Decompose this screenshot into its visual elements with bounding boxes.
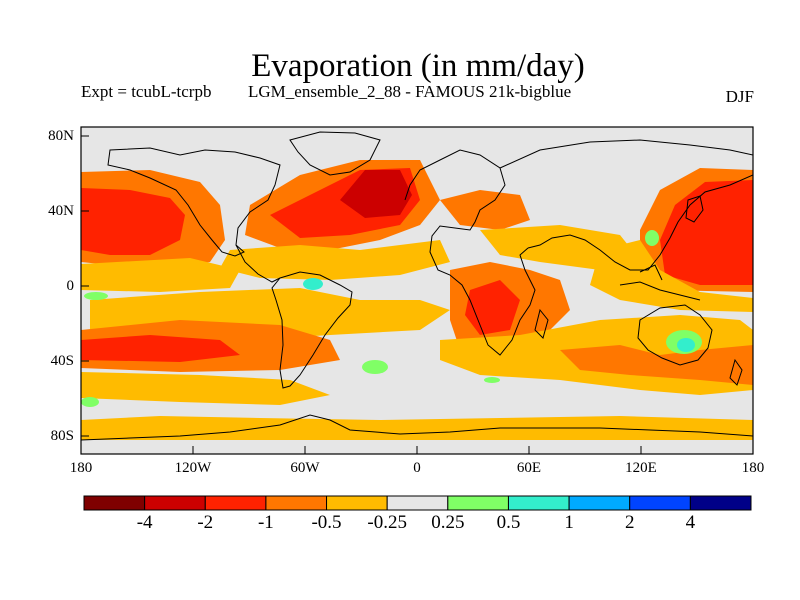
colorbar-label: 0.25 [431, 512, 465, 533]
coastline-madagascar [534, 308, 549, 339]
lat-label-80s: 80S [50, 428, 74, 444]
field-region-npac-west-red [660, 180, 753, 285]
experiment-label: Expt = tcubL-tcrpb [81, 82, 212, 101]
coastline-south-america [271, 271, 353, 389]
lon-label-180e: 180 [741, 460, 765, 476]
lat-label-0: 0 [66, 278, 75, 294]
field-region-eqpac-green [84, 292, 108, 300]
lat-label-80n: 80N [48, 128, 74, 144]
colorbar-swatch [507, 495, 570, 511]
season-label: DJF [725, 87, 754, 106]
colorbar-swatch [386, 495, 449, 511]
coastline-greenland [289, 131, 381, 176]
lat-ticks [81, 135, 89, 437]
field-region-samer-cyan [303, 278, 323, 290]
colorbar-label: -2 [197, 512, 214, 533]
colorbar-swatch [689, 495, 752, 511]
field-region-natl-yellow [220, 240, 450, 280]
coastline-central-america [235, 244, 281, 283]
field-region-wpac-green [645, 230, 659, 246]
field-region-sarc-green [81, 397, 99, 407]
field-region-npac-east-red [81, 188, 185, 255]
colorbar-swatch [265, 495, 328, 511]
colorbar [83, 495, 752, 511]
coastline-antarctica [81, 414, 753, 441]
coastlines [81, 131, 753, 441]
field-region-spac-red [81, 335, 240, 362]
colorbar-swatch [204, 495, 267, 511]
colorbar-swatch [144, 495, 206, 511]
lon-label-120w: 120W [174, 460, 212, 476]
field-region-sio-orange [560, 345, 753, 385]
field-region-satl2-green [484, 377, 500, 383]
coastline-europe-africa [404, 149, 536, 356]
lon-label-60w: 60W [290, 460, 320, 476]
colorbar-swatch [83, 495, 146, 511]
colorbar-label: -4 [136, 512, 153, 533]
field-region-asia-yellow [480, 225, 640, 270]
colorbar-swatch [447, 495, 509, 511]
lon-label-0: 0 [413, 460, 421, 476]
field-region-australia-cyan [677, 338, 695, 352]
coastline-indonesia [619, 264, 701, 301]
field-region-spac-yellow [81, 372, 330, 405]
coastline-asia [499, 139, 753, 271]
colorbar-label: -1 [257, 512, 274, 533]
map-field [81, 127, 753, 454]
colorbar-label: 0.5 [496, 512, 521, 533]
coastline-australia [637, 304, 713, 366]
field-region-southern-ocean-yellow [81, 416, 753, 440]
lon-label-120e: 120E [625, 460, 657, 476]
colorbar-label: 4 [685, 512, 696, 533]
colorbar-label: -0.25 [367, 512, 407, 533]
lat-label-40n: 40N [48, 203, 74, 219]
colorbar-swatch [629, 495, 691, 511]
colorbar-swatch [568, 495, 631, 511]
field-region-npac-east-yellow [81, 258, 240, 292]
colorbar-label: 2 [624, 512, 635, 533]
coastline-new-zealand [729, 358, 743, 386]
ensemble-label: LGM_ensemble_2_88 - FAMOUS 21k-bigblue [248, 82, 572, 101]
colorbar-label: -0.5 [311, 512, 342, 533]
lon-label-60e: 60E [516, 460, 542, 476]
map-title: Evaporation (in mm/day) [251, 48, 585, 84]
coastline-japan [685, 195, 704, 223]
field-region-med-orange [440, 190, 530, 230]
lon-label-180w: 180 [69, 460, 93, 476]
lat-label-40s: 40S [50, 353, 74, 369]
colorbar-swatch [326, 495, 388, 511]
colorbar-label: 1 [564, 512, 574, 533]
field-region-satl-green [362, 360, 388, 374]
field-region-natl-darkred [340, 170, 412, 218]
lon-ticks [80, 446, 754, 454]
